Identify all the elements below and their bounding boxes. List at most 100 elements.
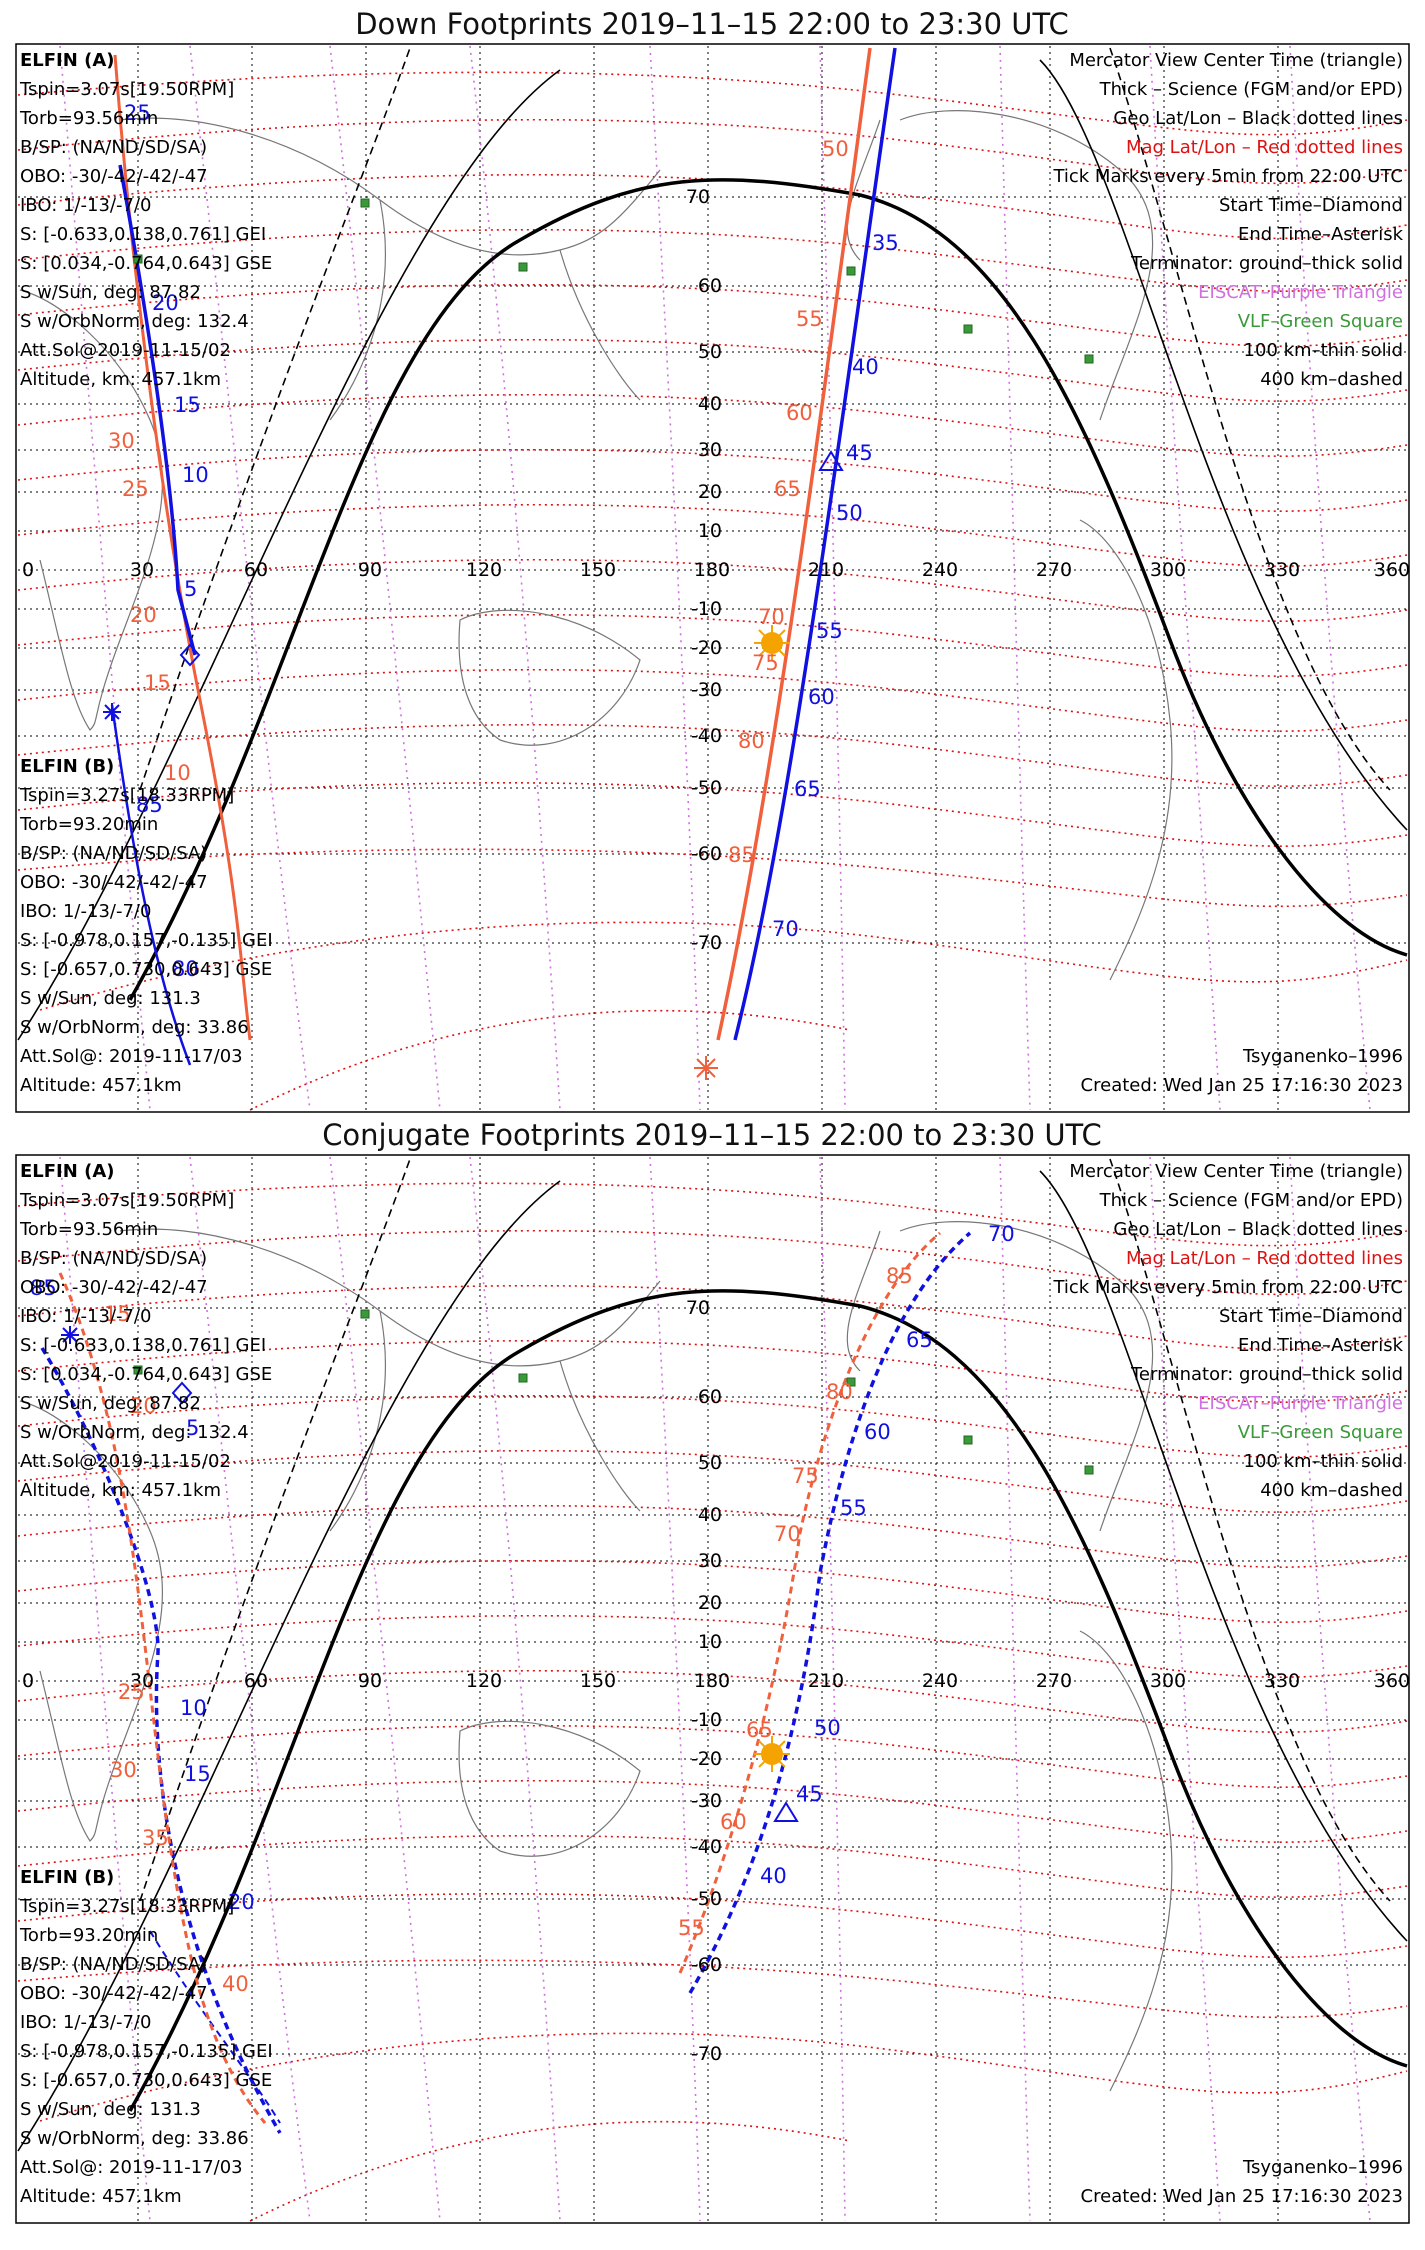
svg-text:400 km–dashed: 400 km–dashed <box>1260 1480 1403 1501</box>
svg-text:15: 15 <box>174 393 201 417</box>
svg-text:25: 25 <box>118 1680 145 1704</box>
svg-text:15: 15 <box>104 1302 131 1326</box>
center-triangle-icon <box>818 450 844 471</box>
svg-text:270: 270 <box>1036 1670 1072 1692</box>
model-label: Tsyganenko–1996 <box>1242 1046 1403 1067</box>
svg-text:Att.Sol@2019-11-15/02: Att.Sol@2019-11-15/02 <box>20 340 231 361</box>
svg-text:180: 180 <box>694 1670 730 1692</box>
svg-text:Tick Marks every 5min from 22:: Tick Marks every 5min from 22:00 UTC <box>1052 166 1403 187</box>
svg-text:360: 360 <box>1374 1670 1410 1692</box>
svg-text:35: 35 <box>872 231 899 255</box>
svg-text:S w/OrbNorm, deg: 132.4: S w/OrbNorm, deg: 132.4 <box>20 1422 249 1443</box>
svg-text:Mag Lat/Lon – Red dotted lines: Mag Lat/Lon – Red dotted lines <box>1126 1248 1403 1269</box>
svg-text:-40: -40 <box>691 1836 722 1858</box>
svg-text:0: 0 <box>22 559 34 581</box>
svg-text:10: 10 <box>182 463 209 487</box>
svg-text:OBO: -30/-42/-42/-47: OBO: -30/-42/-42/-47 <box>20 872 208 893</box>
svg-text:Start Time–Diamond: Start Time–Diamond <box>1219 195 1403 216</box>
svg-text:5: 5 <box>186 1416 199 1440</box>
svg-text:S: [-0.633,0.138,0.761] GEI: S: [-0.633,0.138,0.761] GEI <box>20 224 266 245</box>
svg-text:ELFIN (A): ELFIN (A) <box>20 1161 114 1182</box>
svg-text:-50: -50 <box>691 777 722 799</box>
svg-text:65: 65 <box>746 1718 773 1742</box>
svg-text:ELFIN (B): ELFIN (B) <box>20 756 114 777</box>
svg-text:210: 210 <box>808 1670 844 1692</box>
svg-text:IBO: 1/-13/-7/0: IBO: 1/-13/-7/0 <box>20 901 151 922</box>
svg-text:20: 20 <box>130 603 157 627</box>
svg-text:-70: -70 <box>691 2043 722 2065</box>
created-label: Created: Wed Jan 25 17:16:30 2023 <box>1081 1075 1403 1096</box>
sun-icon <box>754 1736 790 1772</box>
svg-text:Altitude: 457.1km: Altitude: 457.1km <box>20 2186 182 2207</box>
svg-text:330: 330 <box>1264 1670 1300 1692</box>
svg-text:S w/OrbNorm, deg: 33.86: S w/OrbNorm, deg: 33.86 <box>20 2128 249 2149</box>
svg-text:35: 35 <box>142 1826 169 1850</box>
svg-text:70: 70 <box>774 1522 801 1546</box>
svg-text:Terminator: ground–thick solid: Terminator: ground–thick solid <box>1130 1364 1403 1385</box>
svg-text:55: 55 <box>840 1496 867 1520</box>
vlf-stations <box>133 1309 1094 1475</box>
svg-text:70: 70 <box>758 605 785 629</box>
svg-text:S w/Sun, deg: 87.82: S w/Sun, deg: 87.82 <box>20 282 201 303</box>
svg-text:IBO: 1/-13/-7/0: IBO: 1/-13/-7/0 <box>20 195 151 216</box>
svg-text:400 km–dashed: 400 km–dashed <box>1260 369 1403 390</box>
elfin-b-track-east <box>678 1231 941 1974</box>
green-square-icon <box>1084 354 1094 364</box>
green-square-icon <box>846 1377 856 1387</box>
svg-text:55: 55 <box>678 1916 705 1940</box>
legend: Mercator View Center Time (triangle) Thi… <box>1052 1161 1403 1501</box>
end-asterisk-icon <box>103 703 121 721</box>
svg-text:40: 40 <box>698 393 722 415</box>
svg-text:S: [-0.978,0.157,-0.135] GEI: S: [-0.978,0.157,-0.135] GEI <box>20 930 273 951</box>
svg-text:Torb=93.56min: Torb=93.56min <box>19 1219 158 1240</box>
svg-text:60: 60 <box>786 401 813 425</box>
svg-text:-10: -10 <box>691 1709 722 1731</box>
svg-text:Torb=93.20min: Torb=93.20min <box>19 1925 158 1946</box>
svg-text:Att.Sol@2019-11-15/02: Att.Sol@2019-11-15/02 <box>20 1451 231 1472</box>
svg-text:0: 0 <box>22 1670 34 1692</box>
map-frame <box>15 43 1410 1113</box>
svg-text:70: 70 <box>686 1297 710 1319</box>
svg-text:Altitude: 457.1km: Altitude: 457.1km <box>20 1075 182 1096</box>
start-diamond-icon <box>179 643 201 667</box>
terminator-100km <box>17 59 1408 1041</box>
sun-icon <box>754 625 790 661</box>
created-label: Created: Wed Jan 25 17:16:30 2023 <box>1081 2186 1403 2207</box>
svg-text:90: 90 <box>358 559 382 581</box>
terminator-ground <box>128 1289 1408 2112</box>
svg-text:60: 60 <box>698 1386 722 1408</box>
svg-text:55: 55 <box>816 619 843 643</box>
svg-text:VLF–Green Square: VLF–Green Square <box>1238 311 1403 332</box>
elfin-a-track-east <box>733 47 897 1041</box>
svg-text:25: 25 <box>122 477 149 501</box>
svg-text:-20: -20 <box>691 637 722 659</box>
svg-text:S w/Sun, deg: 87.82: S w/Sun, deg: 87.82 <box>20 1393 201 1414</box>
svg-text:90: 90 <box>358 1670 382 1692</box>
model-label: Tsyganenko–1996 <box>1242 2157 1403 2178</box>
svg-text:60: 60 <box>244 1670 268 1692</box>
svg-text:85: 85 <box>136 793 163 817</box>
elfin-a-track-labels: 25 20 15 10 5 85 80 35 40 45 50 55 60 65… <box>124 101 899 981</box>
green-square-icon <box>518 1373 528 1383</box>
svg-text:-10: -10 <box>691 598 722 620</box>
panel-title: Down Footprints 2019–11–15 22:00 to 23:3… <box>355 7 1069 41</box>
down-footprints-map: Down Footprints 2019–11–15 22:00 to 23:3… <box>15 7 1410 1113</box>
elfin-b-track-west <box>58 1272 267 2124</box>
svg-text:EISCAT–Purple Triangle: EISCAT–Purple Triangle <box>1198 282 1403 303</box>
elfin-a-track-south <box>110 704 192 1066</box>
svg-text:20: 20 <box>698 481 722 503</box>
svg-text:20: 20 <box>228 1890 255 1914</box>
svg-text:25: 25 <box>124 101 151 125</box>
svg-text:S w/OrbNorm, deg: 33.86: S w/OrbNorm, deg: 33.86 <box>20 1017 249 1038</box>
svg-text:-60: -60 <box>691 1954 722 1976</box>
svg-text:300: 300 <box>1150 559 1186 581</box>
svg-text:30: 30 <box>108 429 135 453</box>
svg-text:40: 40 <box>852 355 879 379</box>
elfin-a-track-labels: 85 5 10 15 20 70 65 60 55 50 45 40 <box>30 1222 1015 1914</box>
mag-meridians <box>59 45 1371 1111</box>
svg-text:40: 40 <box>760 1864 787 1888</box>
elfin-b-info: ELFIN (B) Tspin=3.27s[18.33RPM] Torb=93.… <box>19 1867 273 2207</box>
svg-text:60: 60 <box>808 685 835 709</box>
svg-text:-50: -50 <box>691 1888 722 1910</box>
svg-text:65: 65 <box>794 777 821 801</box>
